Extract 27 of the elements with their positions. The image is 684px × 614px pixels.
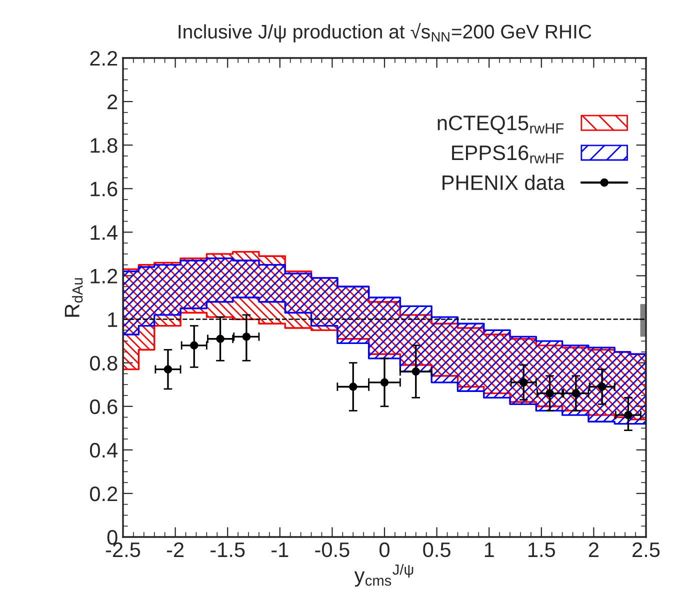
legend-label: PHENIX data bbox=[442, 174, 565, 190]
legend-label: EPPS16$_{rwHF}$ bbox=[452, 145, 564, 164]
y-tick-label: 2.2 bbox=[90, 51, 118, 66]
y-tick-label: 0.6 bbox=[90, 399, 118, 414]
x-tick-label: 0 bbox=[380, 542, 390, 558]
x-tick-label: 0.5 bbox=[423, 542, 450, 558]
x-tick-label: -1.5 bbox=[210, 542, 245, 558]
y-tick-label: 1.2 bbox=[90, 268, 118, 284]
chart-title: Inclusive J/ψ production at √s$_{NN}$=200 GeV RHIC bbox=[178, 23, 592, 42]
y-tick-label: 0.2 bbox=[90, 486, 118, 502]
x-tick-label: -2 bbox=[166, 542, 184, 557]
y-tick-label: 1.6 bbox=[90, 182, 118, 196]
y-tick-label: 1 bbox=[108, 312, 118, 327]
y-tick-label: 1.8 bbox=[90, 138, 118, 153]
y-tick-label: 0.4 bbox=[90, 442, 118, 458]
x-tick-label: 2.5 bbox=[632, 542, 660, 558]
x-tick-label: 2 bbox=[588, 542, 598, 557]
y-axis-title: R$_{dAu}$ bbox=[64, 278, 83, 317]
y-tick-label: 2 bbox=[108, 94, 118, 110]
y-tick-label: 1.4 bbox=[90, 225, 118, 240]
x-tick-label: 1.5 bbox=[528, 542, 556, 558]
x-tick-label: -0.5 bbox=[315, 542, 350, 558]
y-tick-label: 0.8 bbox=[90, 356, 118, 371]
x-axis-title: y$_{cms}$$^{J/ψ}$ bbox=[354, 564, 414, 587]
x-tick-label: 1 bbox=[484, 542, 494, 557]
x-tick-label: -1 bbox=[272, 542, 288, 557]
legend-label: nCTEQ15$_{rwHF}$ bbox=[438, 116, 564, 134]
